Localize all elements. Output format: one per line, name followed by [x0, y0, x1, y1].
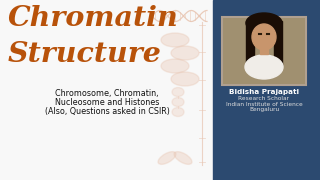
Text: Nucleosome and Histones: Nucleosome and Histones [55, 98, 159, 107]
Text: Research Scholar: Research Scholar [238, 96, 290, 101]
Text: Chromatin: Chromatin [8, 5, 179, 32]
Ellipse shape [245, 55, 283, 79]
Ellipse shape [171, 72, 199, 86]
Bar [223, 18, 305, 84]
Ellipse shape [252, 24, 276, 50]
Bar [213, 0, 320, 180]
Bar [274, 21, 282, 65]
Ellipse shape [161, 33, 189, 47]
Text: Indian Institute of Science: Indian Institute of Science [226, 102, 302, 107]
Bar [260, 40, 268, 54]
Bar [222, 17, 306, 85]
Text: Structure: Structure [8, 41, 162, 68]
Ellipse shape [158, 152, 176, 164]
Text: (Also, Questions asked in CSIR): (Also, Questions asked in CSIR) [44, 107, 169, 116]
Bar [246, 21, 254, 65]
Ellipse shape [172, 107, 184, 116]
Text: Chromosome, Chromatin,: Chromosome, Chromatin, [55, 89, 159, 98]
Text: Bengaluru: Bengaluru [249, 107, 279, 112]
Ellipse shape [246, 13, 282, 33]
Ellipse shape [172, 98, 184, 107]
Ellipse shape [174, 152, 192, 164]
Ellipse shape [171, 46, 199, 60]
Ellipse shape [172, 87, 184, 96]
Bar [0, 0, 213, 180]
Text: Bidisha Prajapati: Bidisha Prajapati [229, 89, 299, 95]
Ellipse shape [161, 59, 189, 73]
